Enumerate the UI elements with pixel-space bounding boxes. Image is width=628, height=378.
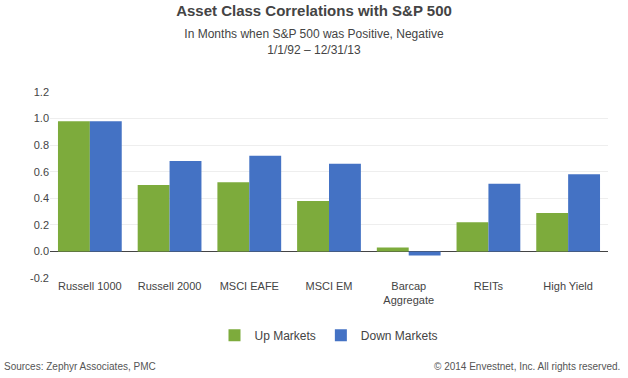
svg-text:0.6: 0.6	[34, 166, 49, 178]
svg-text:MSCI EM: MSCI EM	[305, 280, 352, 292]
svg-text:© 2014 Envestnet, Inc. All rig: © 2014 Envestnet, Inc. All rights reserv…	[434, 361, 620, 372]
svg-text:In Months when S&P 500 was Pos: In Months when S&P 500 was Positive, Neg…	[184, 27, 444, 57]
svg-text:High Yield: High Yield	[543, 280, 593, 292]
svg-text:0.0: 0.0	[34, 245, 49, 257]
svg-text:0.2: 0.2	[34, 219, 49, 231]
svg-text:1.0: 1.0	[34, 112, 49, 124]
svg-text:Sources: Zephyr Associates, PM: Sources: Zephyr Associates, PMC	[4, 361, 156, 372]
svg-text:REITs: REITs	[474, 280, 504, 292]
svg-text:Down Markets: Down Markets	[361, 329, 438, 343]
svg-text:Asset Class Correlations with: Asset Class Correlations with S&P 500	[176, 2, 452, 19]
svg-text:0.8: 0.8	[34, 139, 49, 151]
svg-text:-0.2: -0.2	[30, 272, 49, 284]
svg-text:1.2: 1.2	[34, 86, 49, 98]
svg-text:Russell 2000: Russell 2000	[138, 280, 202, 292]
svg-text:Russell 1000: Russell 1000	[58, 280, 122, 292]
svg-text:0.4: 0.4	[34, 192, 49, 204]
svg-text:Up Markets: Up Markets	[255, 329, 316, 343]
svg-text:MSCI EAFE: MSCI EAFE	[220, 280, 279, 292]
svg-text:BarcapAggregate: BarcapAggregate	[383, 280, 434, 306]
